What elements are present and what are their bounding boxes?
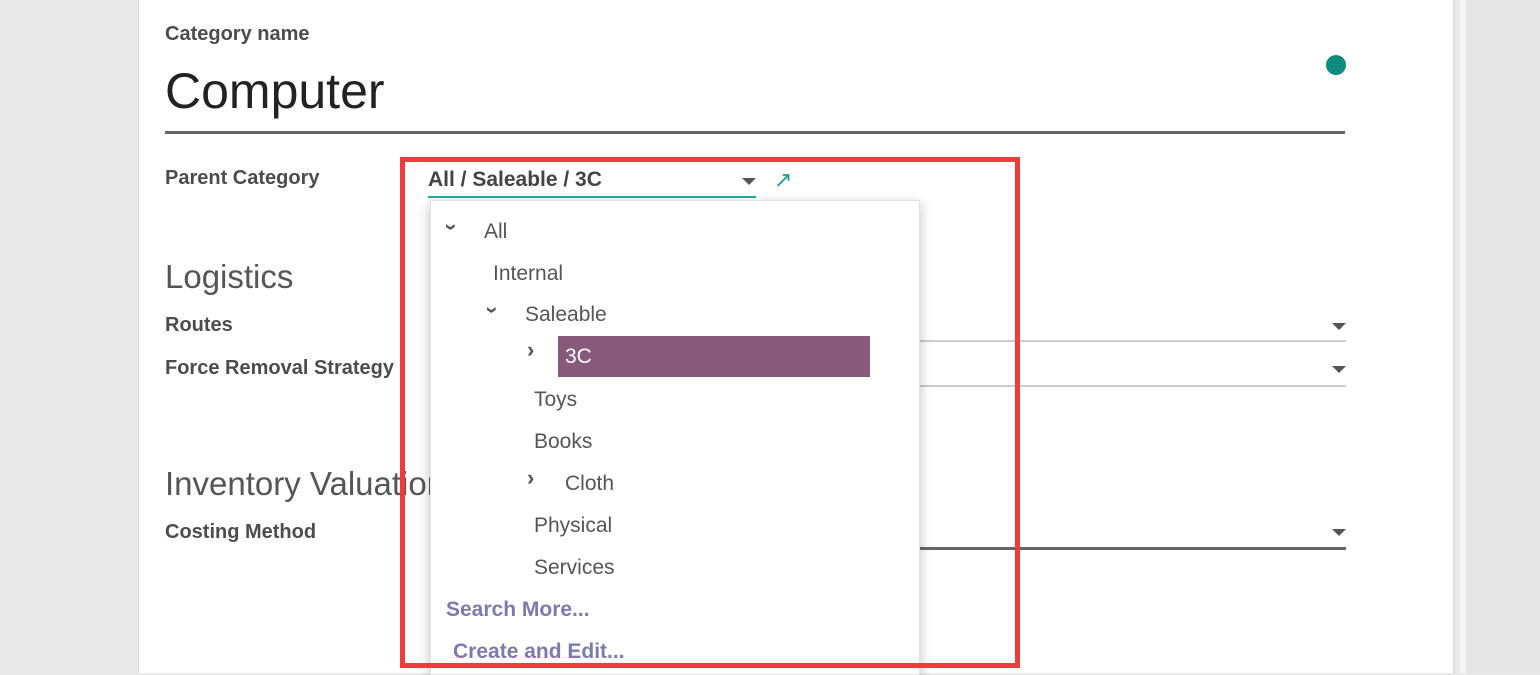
costing-method-label: Costing Method [165,521,317,543]
globe-icon[interactable] [1326,55,1346,75]
category-name-label: Category name [165,23,310,45]
category-name-input[interactable]: Computer [165,63,385,119]
caret-down-icon[interactable] [742,178,756,185]
caret-down-icon[interactable] [1332,366,1346,373]
create-and-edit-link[interactable]: Create and Edit... [453,640,625,663]
selected-item-highlight [558,336,870,377]
dropdown-item-internal[interactable]: Internal [493,262,564,285]
dropdown-item-books[interactable]: Books [534,430,593,453]
costing-method-field[interactable] [918,547,1346,550]
dropdown-item-cloth[interactable]: Cloth [565,472,615,495]
dropdown-item-toys[interactable]: Toys [534,388,578,411]
search-more-link[interactable]: Search More... [446,598,590,621]
removal-strategy-label: Force Removal Strategy [165,357,394,379]
side-pane [1460,0,1540,673]
parent-category-label: Parent Category [165,167,320,189]
removal-strategy-field[interactable] [918,385,1346,387]
logistics-heading: Logistics [165,258,294,295]
parent-category-input[interactable]: All / Saleable / 3C [428,168,602,191]
dropdown-item-physical[interactable]: Physical [534,514,613,537]
chevron-right-icon[interactable]: › [527,337,535,362]
dropdown-item-services[interactable]: Services [534,556,615,579]
external-link-icon[interactable]: ↗︎ [774,167,793,192]
title-underline [165,131,1345,134]
routes-field[interactable] [918,340,1346,342]
parent-category-underline [428,196,756,198]
dropdown-item-3c[interactable]: 3C [565,345,592,368]
dropdown-item-saleable[interactable]: Saleable [525,303,607,326]
caret-down-icon[interactable] [1332,323,1346,330]
chevron-right-icon[interactable]: › [527,465,535,490]
routes-label: Routes [165,314,233,336]
valuation-heading: Inventory Valuation [165,465,433,502]
dropdown-item-all[interactable]: All [484,220,508,243]
caret-down-icon[interactable] [1332,529,1346,536]
highlight-box [400,157,1020,668]
